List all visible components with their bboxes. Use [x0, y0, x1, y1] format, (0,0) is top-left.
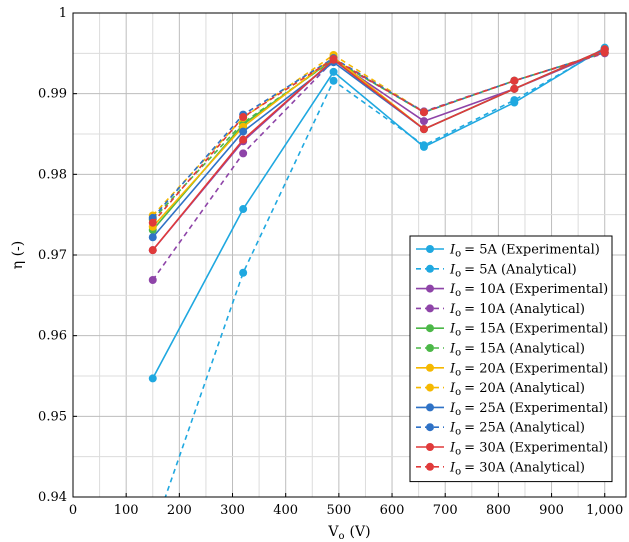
legend-item: Io = 25A (Experimental): [416, 401, 608, 418]
legend-label: Io = 20A (Analytical): [449, 381, 585, 398]
legend-marker: [426, 284, 434, 293]
legend: Io = 5A (Experimental) Io = 5A (Analytical)…: [409, 235, 613, 483]
legend-label: Io = 15A (Analytical): [449, 342, 585, 359]
data-point: [149, 529, 157, 537]
series-line: [152, 51, 605, 219]
data-point: [239, 205, 248, 214]
data-point: [148, 246, 157, 255]
x-tick-label: 400: [273, 503, 298, 518]
data-point: [510, 96, 519, 105]
legend-marker: [426, 264, 434, 273]
data-point: [329, 67, 338, 76]
series-30A-experimental: [148, 45, 609, 255]
legend-box: [409, 235, 613, 483]
legend-label: Io = 30A (Analytical): [449, 460, 585, 477]
legend-item: Io = 15A (Experimental): [416, 322, 608, 339]
legend-label: Io = 15A (Experimental): [449, 322, 608, 339]
legend-label: Io = 25A (Analytical): [449, 421, 585, 438]
x-tick-label: 700: [433, 503, 458, 518]
x-tick-label: 800: [486, 503, 511, 518]
series-line: [152, 51, 605, 224]
legend-label: Io = 5A (Experimental): [449, 243, 600, 260]
legend-marker: [426, 403, 434, 412]
data-point: [239, 149, 248, 158]
legend-item: Io = 30A (Analytical): [416, 460, 585, 477]
legend-item: Io = 5A (Experimental): [416, 243, 600, 260]
legend-marker: [426, 363, 434, 372]
legend-item: Io = 10A (Experimental): [416, 282, 608, 299]
legend-label: Io = 10A (Analytical): [449, 302, 585, 319]
legend-item: Io = 30A (Experimental): [416, 441, 608, 458]
legend-marker: [426, 462, 434, 471]
data-point: [600, 48, 609, 57]
y-tick-label: 0.97: [38, 248, 67, 263]
legend-marker: [426, 344, 434, 352]
legend-item: Io = 20A (Experimental): [416, 361, 608, 378]
series-line: [152, 48, 606, 228]
data-point: [510, 76, 519, 85]
x-tick-label: 200: [167, 503, 192, 518]
y-axis: 0.94 0.95 0.96 0.97 0.98 0.99 1: [38, 6, 77, 505]
legend-marker: [426, 443, 434, 451]
data-point: [239, 113, 248, 122]
y-axis-label: η (-): [10, 241, 26, 270]
data-point: [239, 268, 248, 277]
series-line: [164, 47, 606, 497]
legend-item: Io = 10A (Analytical): [416, 302, 585, 319]
y-tick-label: 0.95: [38, 409, 67, 424]
data-point: [148, 218, 157, 227]
data-point: [148, 276, 157, 285]
x-tick-label: 0: [69, 503, 77, 518]
legend-marker: [426, 383, 434, 392]
legend-item: Io = 15A (Analytical): [416, 342, 585, 359]
series-25A-analytical: [148, 48, 609, 222]
legend-label: Io = 10A (Experimental): [449, 282, 608, 299]
legend-item: Io = 20A (Analytical): [416, 381, 585, 398]
legend-marker: [426, 304, 434, 313]
data-point: [510, 84, 519, 93]
data-point: [239, 127, 248, 136]
series-line: [152, 51, 605, 221]
data-point: [148, 374, 157, 383]
y-tick-label: 0.94: [38, 490, 67, 505]
data-point: [419, 108, 428, 117]
legend-label: Io = 30A (Experimental): [449, 441, 608, 458]
legend-marker: [426, 423, 434, 432]
x-axis-label: Vo (V): [327, 524, 370, 542]
data-point: [329, 76, 338, 85]
x-tick-label: 100: [114, 503, 139, 518]
legend-label: Io = 25A (Experimental): [449, 401, 608, 418]
series-25A-experimental: [148, 45, 609, 242]
data-point: [148, 233, 157, 242]
data-point: [329, 54, 338, 63]
x-tick-label: 1,000: [586, 503, 623, 518]
data-point: [239, 135, 248, 144]
legend-item: Io = 25A (Analytical): [416, 421, 585, 438]
x-tick-label: 500: [326, 503, 351, 518]
x-tick-label: 600: [380, 503, 405, 518]
data-point: [419, 141, 428, 150]
x-tick-label: 900: [539, 503, 564, 518]
series-line: [152, 48, 606, 251]
data-point: [419, 117, 428, 126]
legend-label: Io = 5A (Analytical): [449, 262, 577, 279]
legend-item: Io = 5A (Analytical): [416, 262, 577, 279]
series-15A-analytical: [148, 48, 609, 224]
data-point: [419, 125, 428, 134]
legend-marker: [426, 245, 434, 253]
y-tick-label: 0.99: [38, 87, 67, 102]
y-tick-label: 1: [59, 6, 67, 21]
x-axis: 0 100 200 300 400 500 600 700 800 900 1,000: [69, 493, 623, 518]
legend-marker: [426, 324, 434, 333]
y-tick-label: 0.98: [38, 167, 67, 182]
series-line: [152, 47, 606, 379]
series-30A-analytical: [148, 48, 609, 227]
y-tick-label: 0.96: [38, 329, 67, 344]
x-tick-label: 300: [220, 503, 245, 518]
legend-label: Io = 20A (Experimental): [449, 361, 608, 378]
series-layer: [148, 43, 609, 537]
